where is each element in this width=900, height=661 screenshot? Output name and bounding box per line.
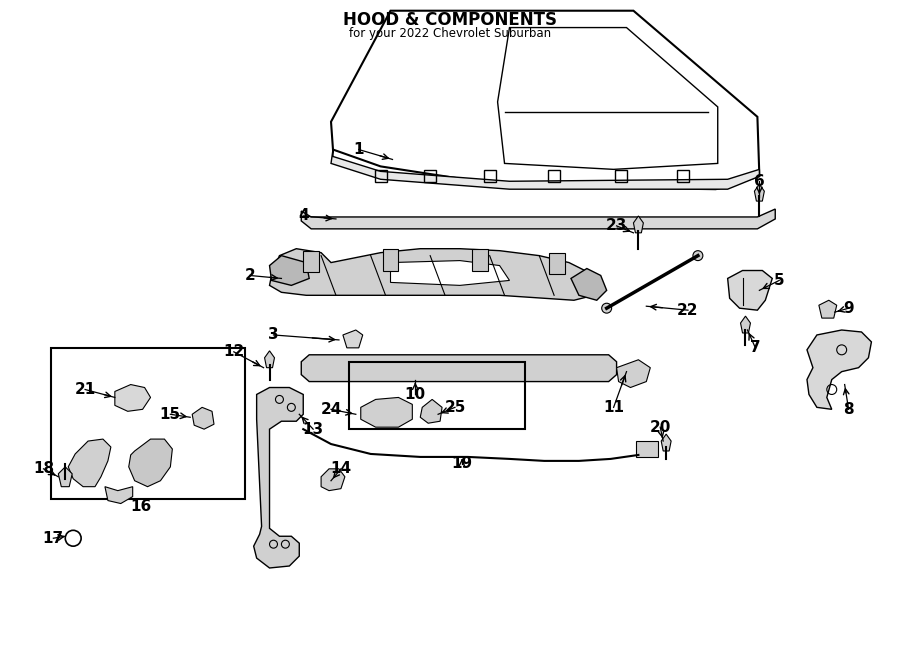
Polygon shape xyxy=(549,253,565,274)
Text: 9: 9 xyxy=(843,301,854,316)
Polygon shape xyxy=(254,387,303,568)
Circle shape xyxy=(693,251,703,260)
Text: 15: 15 xyxy=(160,407,181,422)
Text: for your 2022 Chevrolet Suburban: for your 2022 Chevrolet Suburban xyxy=(349,26,551,40)
Circle shape xyxy=(602,303,612,313)
Bar xyxy=(636,441,658,457)
Polygon shape xyxy=(662,434,671,451)
Polygon shape xyxy=(269,256,310,286)
Polygon shape xyxy=(634,216,643,233)
Text: 7: 7 xyxy=(750,340,760,356)
Text: 10: 10 xyxy=(405,387,426,402)
Polygon shape xyxy=(115,385,150,411)
Polygon shape xyxy=(58,467,72,486)
Polygon shape xyxy=(741,316,751,333)
Polygon shape xyxy=(321,469,345,490)
Text: 18: 18 xyxy=(33,461,54,477)
Text: 16: 16 xyxy=(130,499,151,514)
Text: HOOD & COMPONENTS: HOOD & COMPONENTS xyxy=(343,11,557,28)
Polygon shape xyxy=(807,330,871,409)
Polygon shape xyxy=(129,439,173,486)
Text: 19: 19 xyxy=(451,456,472,471)
Polygon shape xyxy=(727,270,772,310)
Polygon shape xyxy=(303,251,320,272)
Text: 24: 24 xyxy=(320,402,342,417)
Bar xyxy=(677,171,689,182)
Text: 2: 2 xyxy=(244,268,255,283)
Polygon shape xyxy=(420,399,442,423)
Text: 17: 17 xyxy=(43,531,64,546)
Polygon shape xyxy=(105,486,132,504)
Bar xyxy=(424,171,436,182)
Polygon shape xyxy=(382,249,399,270)
Text: 23: 23 xyxy=(606,218,627,233)
Polygon shape xyxy=(193,407,214,429)
Polygon shape xyxy=(302,355,616,381)
Polygon shape xyxy=(754,184,764,201)
Text: 12: 12 xyxy=(223,344,245,360)
Text: 25: 25 xyxy=(445,400,465,415)
Polygon shape xyxy=(361,397,412,427)
Text: 8: 8 xyxy=(843,402,854,417)
Polygon shape xyxy=(68,439,111,486)
Text: 22: 22 xyxy=(677,303,698,318)
Text: 4: 4 xyxy=(298,208,309,223)
Text: 21: 21 xyxy=(75,382,95,397)
Bar xyxy=(483,171,496,182)
Text: 6: 6 xyxy=(754,174,765,189)
Text: 11: 11 xyxy=(603,400,624,415)
Polygon shape xyxy=(819,300,837,318)
Text: 14: 14 xyxy=(330,461,352,477)
Bar xyxy=(548,171,560,182)
Polygon shape xyxy=(331,149,760,189)
Bar xyxy=(615,171,626,182)
Polygon shape xyxy=(391,260,509,286)
Bar xyxy=(51,348,245,498)
Text: 13: 13 xyxy=(302,422,324,437)
Polygon shape xyxy=(269,249,598,300)
Text: 1: 1 xyxy=(354,142,364,157)
Polygon shape xyxy=(571,268,607,300)
Bar xyxy=(374,171,386,182)
Text: 20: 20 xyxy=(650,420,670,435)
Polygon shape xyxy=(265,351,274,368)
Bar xyxy=(349,362,526,429)
Text: 5: 5 xyxy=(774,273,785,288)
Polygon shape xyxy=(472,249,488,270)
Text: 3: 3 xyxy=(268,327,279,342)
Polygon shape xyxy=(616,360,651,387)
Polygon shape xyxy=(302,209,775,229)
Polygon shape xyxy=(343,330,363,348)
